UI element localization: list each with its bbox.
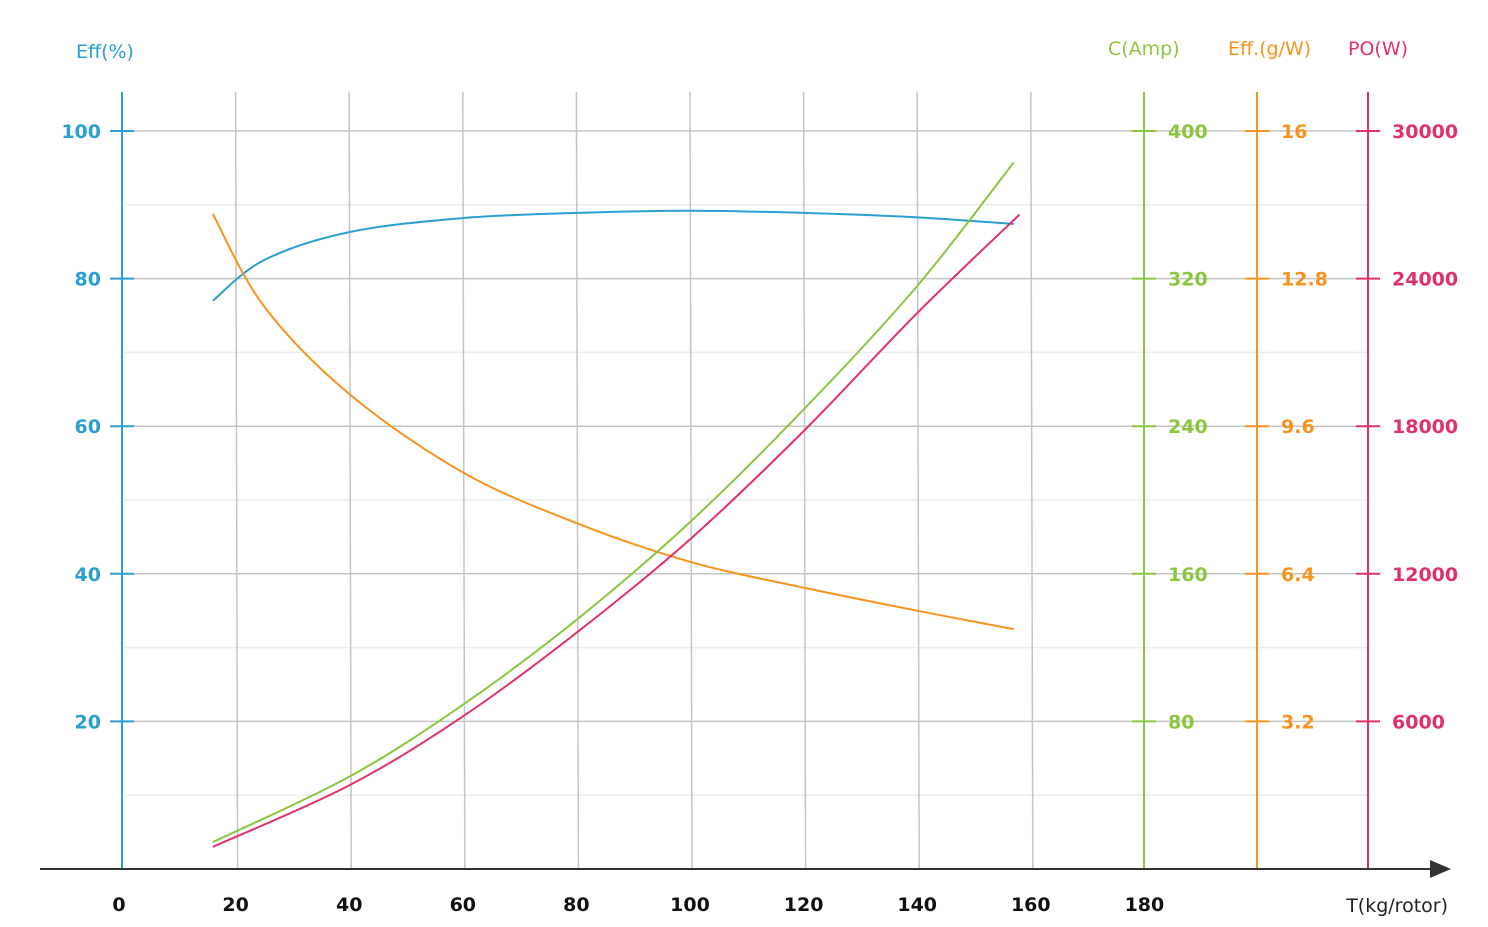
y-tick-label-amp: 320: [1168, 269, 1208, 291]
vertical-gridline: [916, 91, 920, 870]
y-tick-label-eff_pct: 100: [61, 121, 101, 143]
x-tick-label: 80: [563, 894, 589, 916]
x-tick-label: 20: [222, 894, 248, 916]
y-axis-label-watt: PO(W): [1348, 38, 1408, 60]
vertical-gridline: [802, 91, 807, 870]
y-tick-label-gw: 9.6: [1281, 416, 1315, 438]
x-tick-label: 180: [1125, 894, 1165, 916]
x-tick-label: 60: [450, 894, 476, 916]
y-tick-label-watt: 6000: [1392, 711, 1445, 733]
x-tick-label: 160: [1011, 894, 1051, 916]
x-tick-label: 0: [112, 894, 125, 916]
x-tick-label: 100: [670, 894, 710, 916]
x-tick-label: 40: [336, 894, 362, 916]
y-tick-label-amp: 80: [1168, 711, 1194, 733]
x-axis-label: T(kg/rotor): [1345, 895, 1448, 917]
y-tick-label-amp: 400: [1168, 121, 1208, 143]
y-tick-label-watt: 18000: [1392, 416, 1458, 438]
series-line-amp: [212, 161, 1015, 843]
series-line-gw: [212, 213, 1014, 631]
y-tick-label-amp: 240: [1168, 416, 1208, 438]
y-axis-label-eff_pct: Eff(%): [76, 41, 134, 63]
vertical-gridline: [462, 91, 466, 870]
y-tick-label-gw: 16: [1281, 121, 1307, 143]
x-tick-label: 140: [897, 894, 937, 916]
y-tick-label-gw: 12.8: [1281, 269, 1328, 291]
series-line-watt: [212, 213, 1021, 848]
y-tick-label-watt: 12000: [1392, 564, 1458, 586]
vertical-gridline: [689, 91, 693, 870]
y-tick-label-gw: 3.2: [1281, 711, 1315, 733]
y-tick-label-amp: 160: [1168, 564, 1208, 586]
y-tick-label-eff_pct: 60: [75, 416, 101, 438]
y-axis-label-gw: Eff.(g/W): [1228, 38, 1311, 60]
series-line-eff_pct: [212, 209, 1014, 302]
y-tick-label-eff_pct: 20: [75, 711, 101, 733]
vertical-gridline: [1030, 91, 1034, 870]
x-tick-label: 120: [784, 894, 824, 916]
y-tick-label-eff_pct: 40: [75, 564, 101, 586]
y-tick-label-watt: 24000: [1392, 269, 1458, 291]
vertical-gridline: [348, 91, 352, 870]
vertical-gridline: [575, 91, 580, 870]
y-axis-label-amp: C(Amp): [1108, 38, 1180, 60]
y-tick-label-watt: 30000: [1392, 121, 1458, 143]
y-tick-label-gw: 6.4: [1281, 564, 1315, 586]
x-axis-arrow-icon: [1430, 860, 1451, 878]
vertical-gridline: [234, 91, 239, 870]
y-tick-label-eff_pct: 80: [75, 269, 101, 291]
